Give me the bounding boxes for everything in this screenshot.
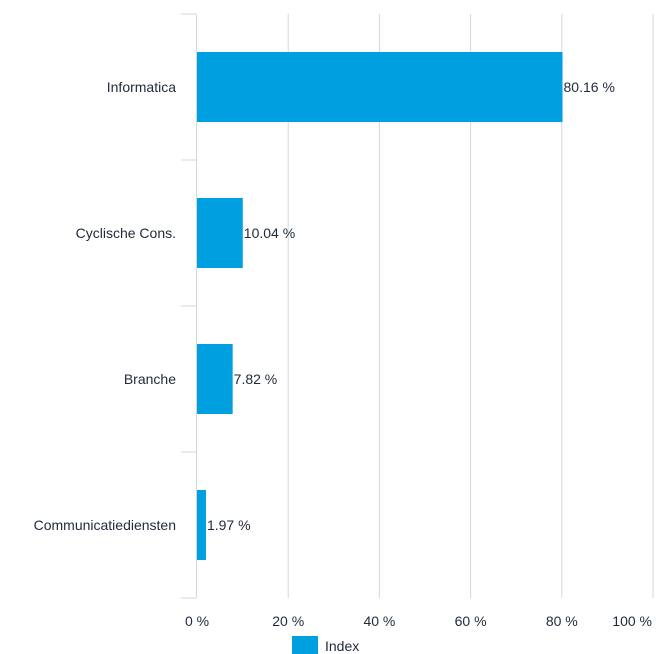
category-labels: Informatica Cyclische Cons. Branche Communi… [34,79,177,533]
legend-label[interactable]: Index [325,638,359,654]
x-tick-label: 0 % [185,613,209,629]
x-tick-label: 80 % [546,613,578,629]
category-label: Cyclische Cons. [76,225,176,241]
x-tick-label: 100 % [612,613,652,629]
data-label: 10.04 % [244,225,295,241]
bars [197,52,563,560]
x-tick-label: 40 % [363,613,395,629]
category-label: Communicatiediensten [34,517,176,533]
legend[interactable]: Index [292,636,359,654]
x-tick-label: 60 % [455,613,487,629]
category-axis [181,13,197,599]
data-label: 80.16 % [564,79,615,95]
bar-cyclische-cons[interactable] [197,198,243,268]
bar-communicatiediensten[interactable] [197,490,206,560]
x-axis-tick-labels: 0 % 20 % 40 % 60 % 80 % 100 % [185,613,652,629]
x-tick-label: 20 % [272,613,304,629]
data-label: 7.82 % [234,371,278,387]
category-label: Informatica [107,79,176,95]
data-labels: 80.16 % 10.04 % 7.82 % 1.97 % [207,79,615,533]
category-label: Branche [124,371,176,387]
legend-swatch[interactable] [292,636,318,654]
bar-informatica[interactable] [197,52,563,122]
data-label: 1.97 % [207,517,251,533]
bar-branche[interactable] [197,344,233,414]
